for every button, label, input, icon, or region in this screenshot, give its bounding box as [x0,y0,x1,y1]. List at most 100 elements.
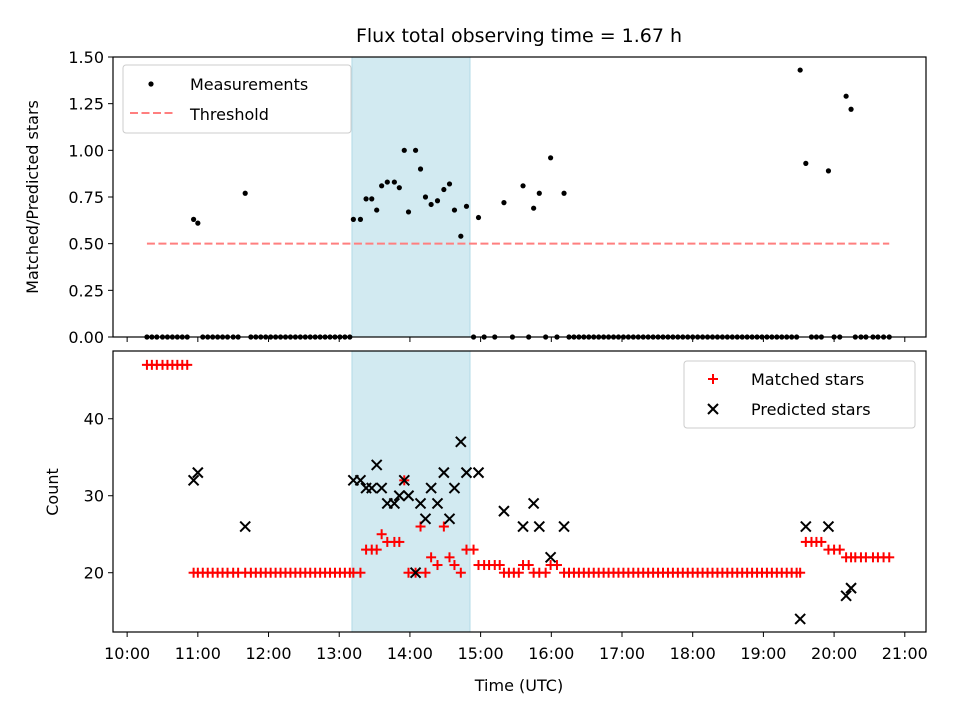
measurement-point-70 [531,205,537,211]
y-tick-label-0-2: 0.50 [68,235,104,254]
predicted-point-1 [192,466,204,479]
legend-marker-measurements [148,81,154,87]
predicted-point-21 [448,482,461,494]
measurement-point-63 [475,214,482,221]
measurement-point-46 [379,183,385,189]
matched-point-55 [426,552,437,563]
predicted-point-4 [354,474,367,487]
measurement-point-68 [520,183,526,189]
matched-point-56 [432,560,443,571]
measurement-point-43 [363,196,369,202]
x-tick-label-9: 19:00 [740,644,786,663]
measurement-point-128 [825,168,832,174]
bottom-y-axis-label: Count [43,468,62,516]
measurement-point-54 [422,194,429,200]
predicted-point-22 [455,436,467,448]
predicted-point-30 [558,520,570,533]
predicted-point-33 [822,520,835,533]
measurement-point-59 [451,207,458,213]
measurement-point-66 [501,200,507,206]
legend-label-matched: Matched stars [751,370,864,389]
x-tick-label-8: 18:00 [670,644,716,663]
predicted-point-12 [398,474,410,487]
measurement-point-42 [357,216,364,222]
measurement-point-132 [848,106,854,112]
measurement-point-57 [441,186,447,193]
predicted-point-26 [517,520,529,533]
chart-title: Flux total observing time = 1.67 h [356,25,682,47]
matched-point-71 [513,567,524,578]
predicted-point-16 [419,513,432,525]
top-y-axis-label: Matched/Predicted stars [23,100,42,294]
legend-measurements: Measurements Threshold [122,64,352,134]
matched-point-57 [438,521,449,532]
plot-layer: 0.00 0.25 0.50 0.75 1.00 1.25 1.50 20 30 40 10:00 1… [68,48,927,663]
predicted-point-19 [438,466,450,479]
predicted-point-34 [840,590,852,602]
measurement-point-47 [384,179,390,185]
measurement-point-10 [195,220,201,226]
matched-point-76 [540,567,551,578]
measurement-point-61 [463,203,470,209]
measurement-point-19 [242,190,248,196]
measurement-point-44 [369,196,375,202]
measurement-point-52 [412,147,419,153]
matched-point-131 [816,536,827,547]
measurement-point-60 [458,233,464,239]
measurement-point-131 [843,93,849,99]
x-tick-label-11: 21:00 [882,644,928,663]
measurement-point-75 [561,190,567,196]
y-tick-label-1-2: 40 [84,410,104,429]
measurement-point-48 [391,179,397,185]
predicted-point-8 [375,482,388,494]
panel-1: 20 30 40 10:00 11:00 12:00 13:00 14:00 15:00 16:0… [84,350,928,663]
matched-point-59 [449,560,460,571]
x-tick-label-1: 11:00 [175,644,221,663]
axes-frame-1 [112,350,927,633]
matched-point-143 [884,552,895,563]
y-tick-label-0-5: 1.25 [68,95,104,114]
matched-point-58 [444,552,455,563]
measurement-point-123 [797,67,803,73]
predicted-point-25 [498,505,510,517]
y-tick-label-1-1: 30 [84,487,104,506]
x-tick-label-6: 16:00 [528,644,574,663]
predicted-point-31 [794,613,806,625]
matched-point-54 [420,567,431,578]
predicted-point-10 [388,497,401,510]
matched-point-67 [494,560,505,571]
predicted-point-29 [544,551,557,564]
predicted-point-14 [409,567,422,579]
matched-point-134 [834,544,845,555]
measurement-point-55 [428,201,434,208]
x-axis-label: Time (UTC) [474,676,563,695]
matched-point-45 [371,544,382,555]
y-tick-label-0-1: 0.25 [68,281,104,300]
measurement-point-124 [803,160,809,166]
x-tick-label-10: 20:00 [811,644,857,663]
measurement-point-71 [536,190,542,196]
matched-point-8 [182,359,193,370]
shaded-span-0 [351,56,471,338]
predicted-point-15 [414,497,427,510]
measurement-point-51 [405,209,412,215]
predicted-point-23 [460,466,473,479]
x-tick-label-2: 12:00 [245,644,291,663]
matched-point-42 [355,567,366,578]
legend-label-measurements: Measurements [190,75,308,94]
predicted-point-20 [443,513,456,525]
matched-point-62 [468,544,479,555]
predicted-point-7 [370,459,383,471]
matched-point-49 [394,536,405,547]
predicted-point-32 [800,520,812,533]
predicted-point-11 [393,490,406,502]
series-1-0 [141,359,895,578]
predicted-point-24 [472,466,485,479]
measurement-point-53 [417,166,424,172]
legend-counts: Matched stars Predicted stars [683,360,916,429]
x-tick-label-0: 10:00 [104,644,150,663]
panel-0: 0.00 0.25 0.50 0.75 1.00 1.25 1.50 [68,48,927,347]
legend-label-threshold: Threshold [189,105,269,124]
legend-label-predicted: Predicted stars [751,400,871,419]
